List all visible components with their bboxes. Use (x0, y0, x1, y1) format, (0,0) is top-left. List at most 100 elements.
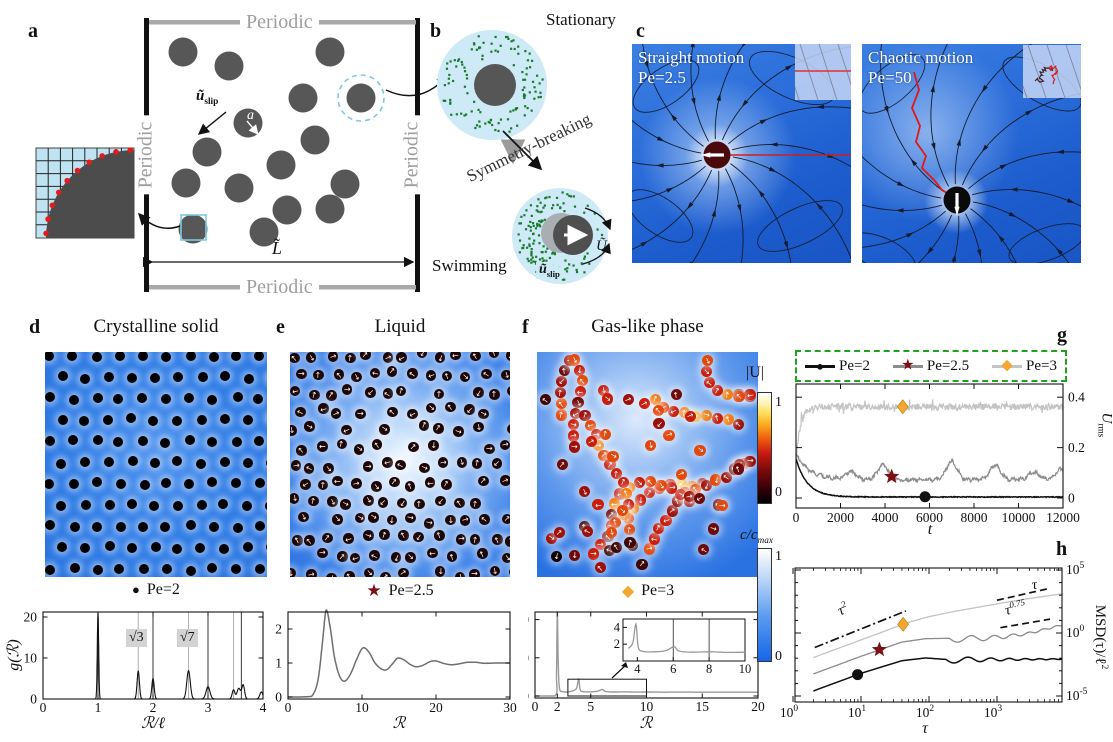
marker-star (871, 641, 887, 657)
particle (172, 456, 183, 467)
particle (67, 352, 78, 361)
particle: → (344, 352, 356, 364)
particle: → (576, 375, 589, 387)
series-Pe=2.5 (796, 452, 1063, 484)
particle (272, 195, 302, 225)
orientation-arrow-icon: → (507, 423, 510, 435)
orientation-arrow-icon: → (387, 516, 398, 524)
particle: → (360, 352, 371, 360)
particle: → (363, 530, 374, 541)
orientation-arrow-icon: → (371, 439, 383, 451)
solute-dot (538, 82, 541, 85)
flow-arrow-icon (785, 64, 793, 71)
solute-dot (525, 73, 528, 76)
orientation-arrow-icon: → (491, 458, 503, 470)
guide-line (814, 610, 907, 649)
flow-arrow-icon (656, 136, 665, 142)
particle: → (295, 406, 307, 418)
particle (149, 458, 160, 469)
inset-bg (1023, 45, 1081, 98)
solute-dot (515, 107, 519, 110)
solute-dot (529, 220, 532, 224)
particle: → (711, 412, 723, 424)
particle: → (370, 481, 382, 492)
particle (138, 521, 149, 532)
periodic-label-top: Periodic (240, 12, 319, 32)
particle (138, 352, 149, 361)
orientation-arrow-icon: → (634, 476, 646, 488)
orientation-arrow-icon: → (386, 406, 398, 418)
radius-label: a (247, 108, 254, 123)
tick-label: 2 (554, 699, 561, 714)
boundary-dot (55, 189, 62, 196)
orientation-arrow-icon: → (469, 352, 481, 362)
particle: → (455, 534, 467, 545)
particle: → (454, 572, 466, 577)
tick-label: 10000 (1002, 510, 1036, 525)
streamline (862, 155, 942, 199)
particle: → (332, 513, 344, 525)
particle (242, 415, 253, 426)
solute-dot (523, 94, 527, 97)
inset-trajectory-red (1048, 64, 1059, 85)
particle: → (405, 513, 417, 524)
orientation-arrow-icon: → (643, 487, 655, 498)
orientation-arrow-icon: → (594, 500, 602, 511)
solute-dot (484, 122, 487, 125)
solute-dot (537, 198, 540, 201)
orientation-arrow-icon: → (424, 517, 434, 528)
solute-dot (538, 258, 542, 261)
particle: → (581, 525, 594, 537)
solute-dot (513, 47, 516, 51)
particle (218, 499, 229, 509)
particle (128, 455, 139, 466)
orientation-arrow-icon: → (446, 516, 456, 524)
particle: → (488, 352, 500, 359)
orientation-arrow-icon: → (359, 352, 371, 360)
solute-dot (470, 48, 473, 51)
streamline-loop (757, 200, 843, 252)
particle (57, 370, 68, 381)
solute-dot (568, 194, 571, 198)
orientation-arrow-icon: → (478, 514, 490, 526)
flow-arrow-icon (816, 202, 824, 211)
particle: → (382, 352, 394, 363)
particle (116, 521, 127, 532)
particle: → (558, 364, 570, 377)
particle: → (622, 498, 634, 510)
solute-dot (463, 85, 467, 88)
particle: → (290, 352, 300, 364)
particle (113, 437, 124, 448)
inset-streamline (1027, 45, 1047, 98)
series-group (796, 399, 1063, 499)
particle: → (478, 408, 489, 420)
legend-marker-icon: ◆ (1001, 357, 1013, 374)
solute-dot (516, 124, 519, 127)
particle: → (676, 468, 688, 480)
guide-line (1000, 618, 1051, 629)
particle: → (396, 497, 408, 508)
particle: → (396, 352, 407, 364)
tick-label: 0.2 (1068, 440, 1085, 455)
solute-dot (517, 45, 520, 48)
solute-dot (538, 220, 541, 223)
swim-speed-label: Ũ (596, 238, 607, 254)
streamline (728, 106, 851, 145)
tick-label: 4000 (872, 510, 899, 525)
symmetry-arrow (502, 130, 543, 171)
marker-diamond (897, 616, 910, 632)
tick-label: 2 (275, 622, 282, 637)
orientation-arrow-icon: → (414, 500, 424, 508)
solute-dot (477, 35, 480, 38)
orientation-arrow-icon: → (343, 570, 355, 577)
particle (315, 37, 345, 67)
orientation-arrow-icon: → (382, 388, 393, 400)
streamline (691, 170, 720, 263)
flow-arrow-icon (954, 206, 960, 216)
solute-dot (447, 77, 450, 80)
particle: → (492, 534, 504, 545)
solute-dot (553, 253, 556, 256)
solute-dot (470, 110, 473, 113)
particle (185, 520, 196, 531)
flow-arrow-icon (816, 104, 825, 109)
